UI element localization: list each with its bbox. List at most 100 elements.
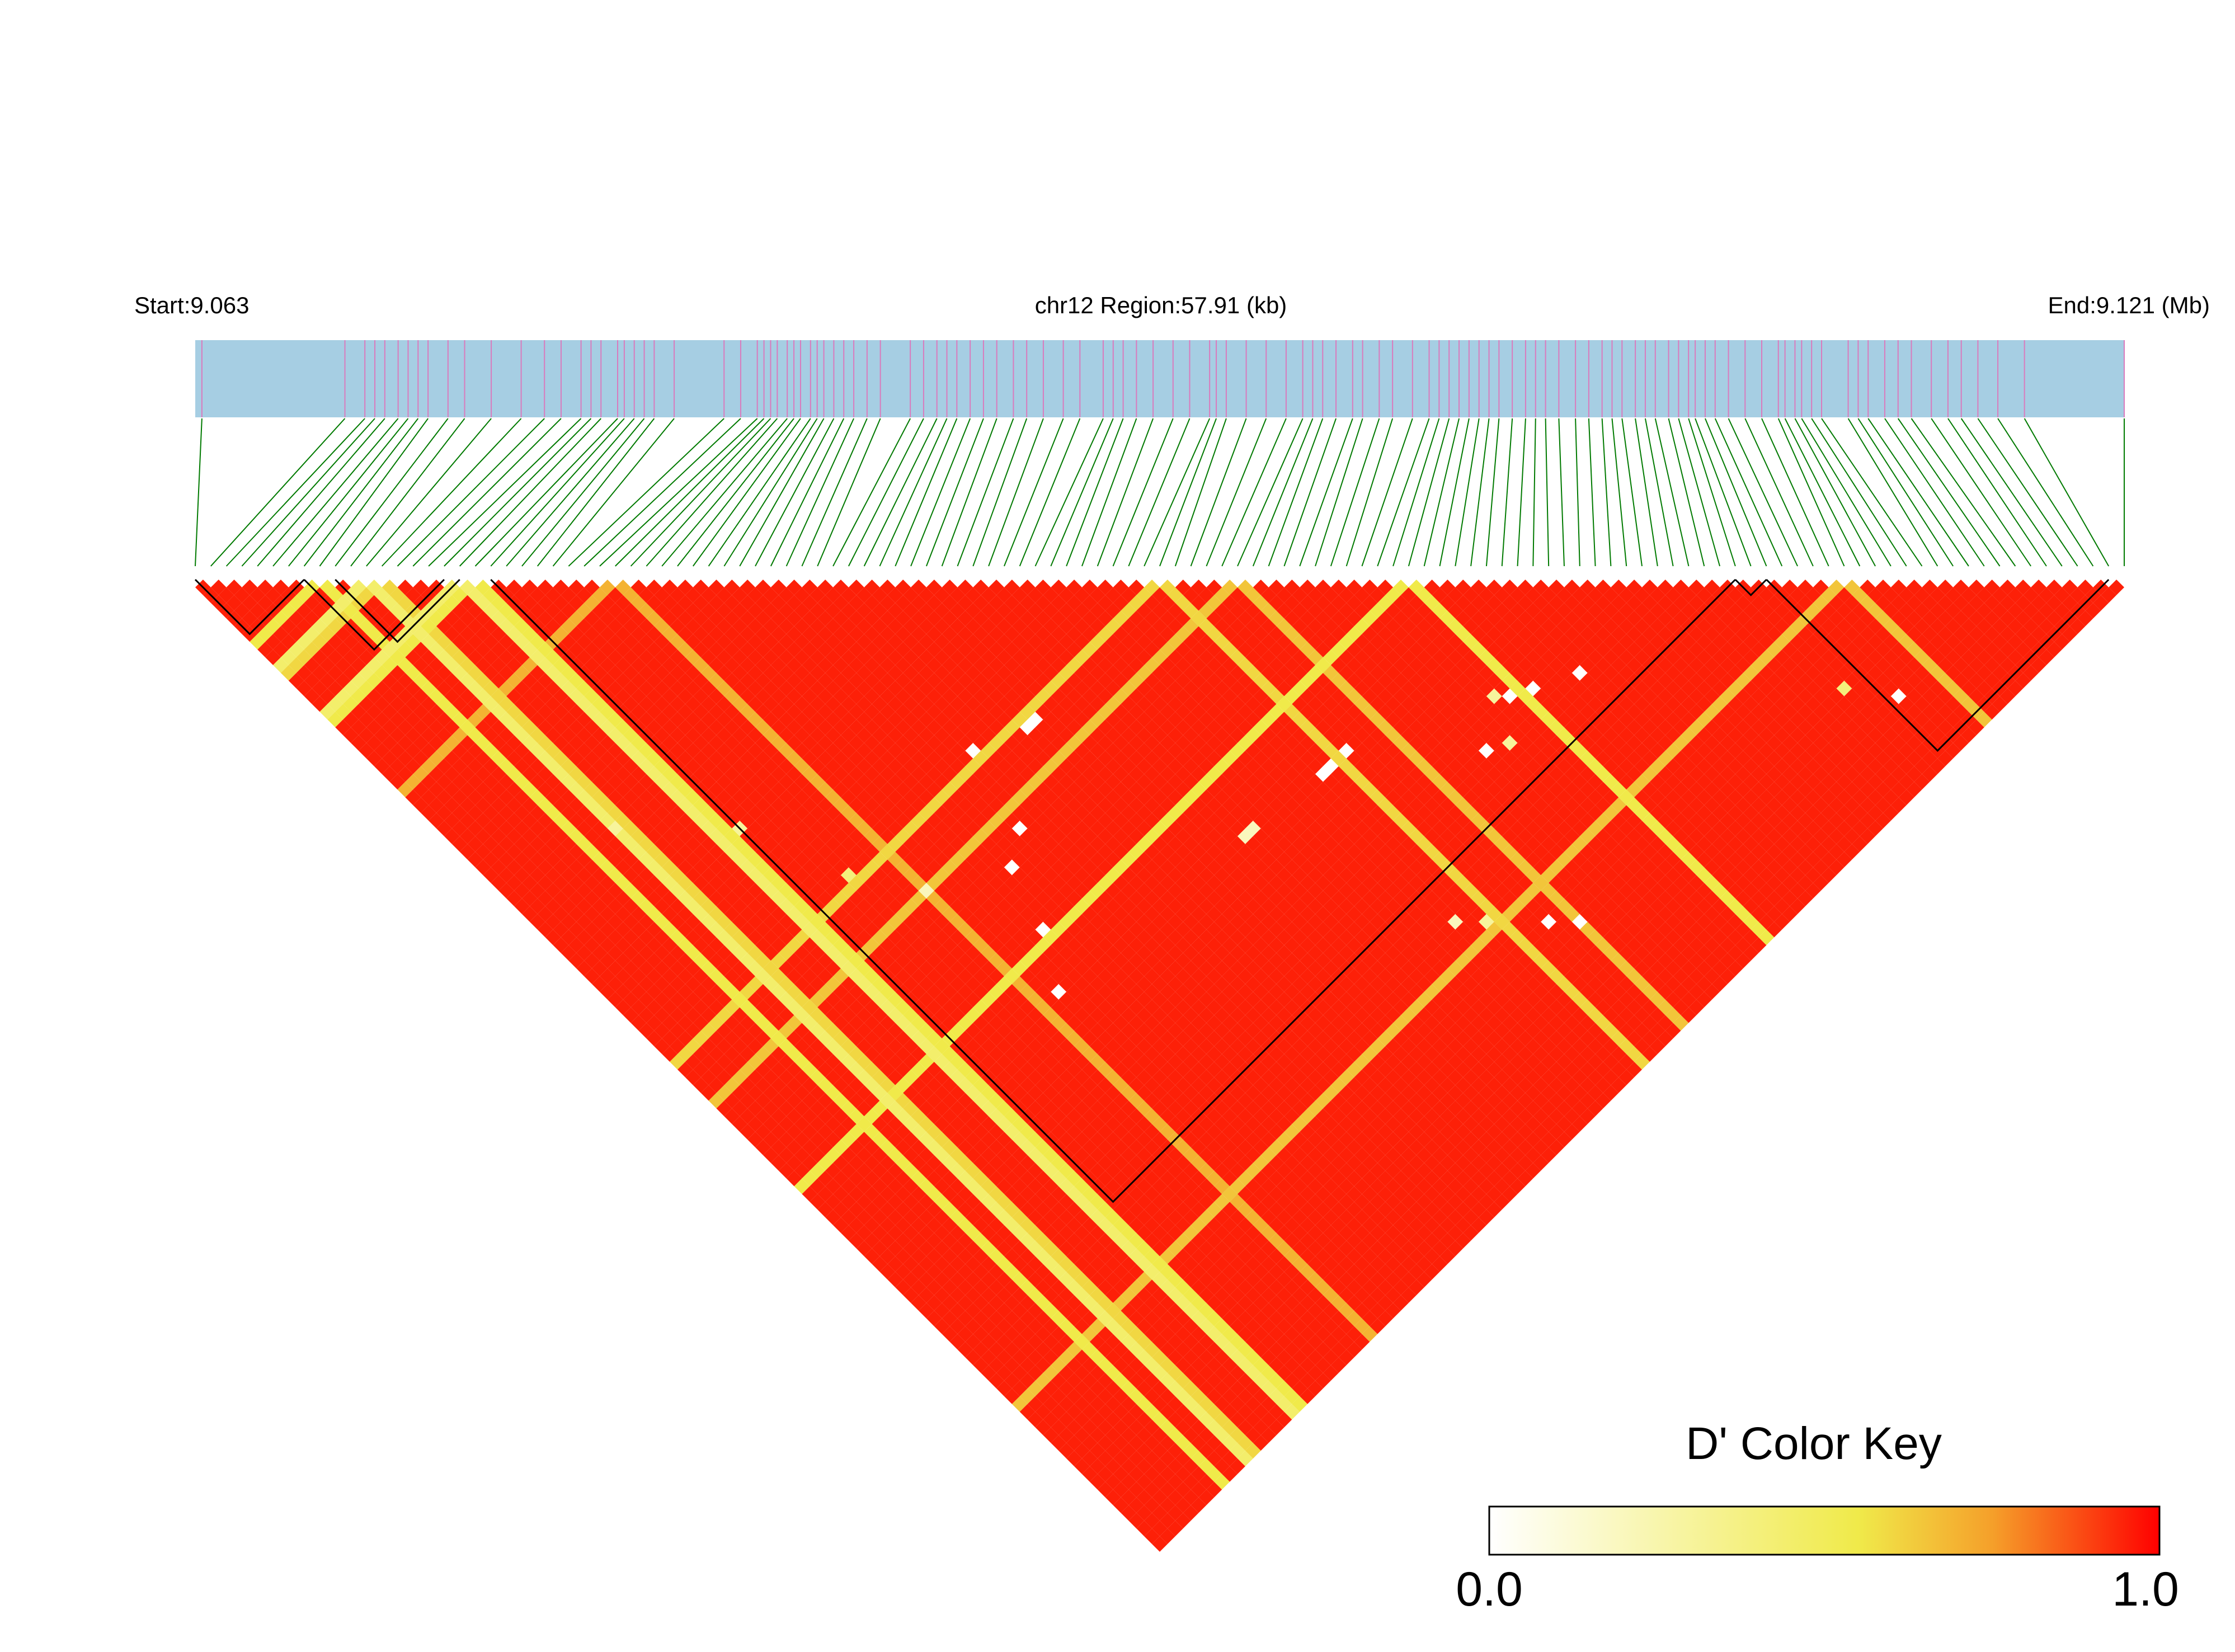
ld-cell [934,1256,950,1272]
ld-cell [436,742,452,759]
ld-cell [467,789,483,806]
ld-cell [840,1194,857,1210]
ld-cell [794,929,810,945]
ld-cell [802,1140,818,1155]
snp-connector [723,418,818,567]
ld-cell [615,782,631,798]
ld-cell [1238,1451,1253,1466]
ld-cell [218,587,234,603]
ld-cell [810,1162,826,1179]
ld-cell [444,704,460,720]
ld-cell [802,937,818,953]
snp-connector [1377,418,1430,567]
snp-connector [506,418,635,567]
ld-cell [1019,1186,1036,1202]
ld-cell [654,836,670,852]
ld-cell [592,712,608,728]
ld-cell [506,875,522,891]
ld-cell [1019,1388,1036,1404]
ld-cell [1160,1373,1175,1389]
ld-cell [343,649,359,665]
ld-cell [895,1279,911,1296]
ld-cell [919,1100,934,1117]
ld-cell [1051,1435,1067,1451]
snp-connector [1847,418,1938,567]
ld-cell [459,704,476,720]
ld-cell [942,1202,958,1218]
ld-cell [1121,1411,1137,1428]
ld-cell [467,634,483,650]
ld-cell [599,766,615,782]
ld-cell [1136,1474,1152,1490]
snp-connector [801,418,868,567]
ld-cell [965,1225,981,1241]
snp-connector [1977,418,2078,567]
ld-cell [630,891,647,906]
ld-cell [382,688,398,704]
ld-cell [1105,1272,1121,1288]
ld-cell [654,1023,670,1039]
snp-connector [1517,418,1526,567]
ld-cell [1051,1357,1067,1373]
ld-cell [514,883,530,899]
ld-cell [638,898,655,914]
ld-cell [257,595,274,611]
ld-cell [1105,1427,1121,1443]
ld-cell [934,1318,950,1334]
ld-cell [327,587,344,603]
ld-cell [1011,1178,1028,1194]
ld-cell [989,1248,1004,1264]
ld-cell [693,921,709,938]
ld-cell [887,1023,904,1039]
ld-cell [413,580,429,595]
ld-cell [934,1287,950,1303]
ld-cell [708,891,724,906]
ld-cell [584,844,600,860]
ld-cell [1081,1342,1098,1358]
ld-cell [576,742,592,759]
ld-cell [965,1334,981,1350]
snp-connector [1705,418,1767,567]
snp-connector [817,418,881,567]
ld-cell [662,844,677,860]
ld-cell [654,821,670,836]
ld-cell [296,680,312,696]
ld-cell [989,1310,1004,1326]
ld-cell [895,1232,911,1249]
ld-cell [1011,1240,1028,1256]
snp-connector [1330,418,1380,567]
ld-cell [1121,1349,1137,1366]
ld-cell [599,921,615,938]
ld-cell [1004,1373,1020,1389]
ld-cell [483,618,499,634]
ld-cell [740,968,756,984]
ld-cell [498,712,515,728]
ld-cell [397,688,413,704]
ld-cell [319,642,336,658]
snp-connector [770,418,845,567]
snp-connector [739,418,825,567]
ld-cell [405,680,421,696]
ld-cell [483,680,499,696]
ld-cell [615,891,631,906]
ld-cell [1089,1225,1105,1241]
ld-cell [1066,1232,1082,1249]
ld-cell [366,719,382,736]
ld-cell [1011,1147,1028,1163]
ld-cell [724,1062,740,1077]
ld-cell [599,782,615,798]
ld-cell [421,805,436,821]
ld-cell [623,789,639,806]
ld-cell [1105,1256,1121,1272]
ld-cell [413,766,429,782]
ld-cell [848,1202,864,1218]
ld-cell [864,1248,880,1264]
ld-cell [1066,1419,1082,1436]
ld-cell [561,821,577,836]
ld-cell [327,618,344,634]
ld-cell [716,945,732,961]
ld-cell [467,851,483,868]
ld-cell [755,1046,771,1062]
snp-connector [1252,418,1314,567]
ld-cell [537,657,553,673]
